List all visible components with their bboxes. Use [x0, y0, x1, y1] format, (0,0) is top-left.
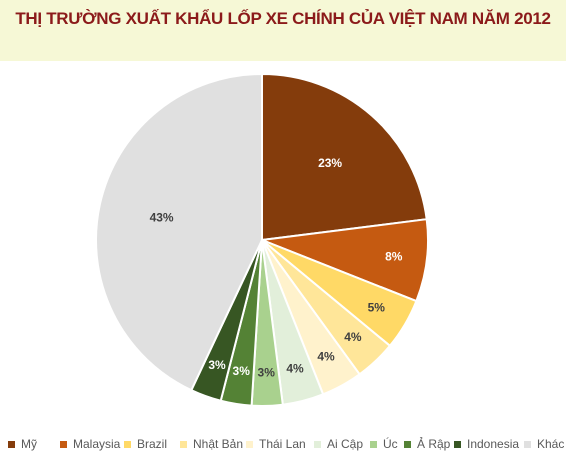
legend-swatch — [370, 440, 377, 448]
legend-item: Ả Rập — [404, 437, 450, 451]
legend-label: Nhật Bản — [193, 437, 244, 451]
legend-swatch — [8, 440, 15, 448]
legend-swatch — [454, 440, 461, 448]
pie-slice-10 — [95, 72, 263, 392]
data-label-5: 4% — [317, 349, 335, 363]
legend-label: Ai Cập — [327, 437, 364, 451]
data-label-1: 23% — [318, 156, 342, 170]
data-label-8: 3% — [233, 364, 251, 378]
legend-item: Khác — [524, 437, 564, 451]
data-label-6: 4% — [286, 362, 304, 376]
pie-slice-1 — [261, 72, 428, 242]
legend-swatch — [124, 440, 131, 448]
legend: Mỹ Malaysia Brazil Nhật Bản Thái Lan Ai Cập Úc… — [8, 437, 564, 459]
legend-label: Ả Rập — [417, 437, 451, 451]
legend-label: Úc — [383, 437, 398, 451]
legend-item: Ai Cập — [314, 437, 363, 451]
legend-item: Nhật Bản — [180, 437, 243, 451]
data-label-9: 3% — [208, 358, 226, 372]
legend-swatch — [314, 440, 321, 448]
legend-item: Úc — [370, 437, 398, 451]
title-bar — [0, 0, 566, 61]
legend-swatch — [60, 440, 67, 448]
legend-label: Khác — [537, 437, 565, 451]
legend-swatch — [524, 440, 531, 448]
data-label-3: 5% — [368, 301, 386, 315]
data-label-2: 8% — [385, 250, 403, 264]
data-label-10: 43% — [150, 211, 174, 225]
data-label-7: 3% — [258, 366, 276, 380]
legend-item: Thái Lan — [246, 437, 306, 451]
legend-item: Malaysia — [60, 437, 120, 451]
legend-item: Brazil — [124, 437, 167, 451]
legend-label: Indonesia — [467, 437, 520, 451]
legend-swatch — [404, 440, 411, 448]
legend-item: Mỹ — [8, 437, 37, 451]
legend-item: Indonesia — [454, 437, 519, 451]
legend-label: Thái Lan — [259, 437, 306, 451]
chart-title: THỊ TRƯỜNG XUẤT KHẨU LỐP XE CHÍNH CỦA VI… — [15, 9, 551, 28]
legend-swatch — [180, 440, 187, 448]
legend-label: Mỹ — [21, 437, 37, 451]
legend-label: Malaysia — [73, 437, 121, 451]
legend-label: Brazil — [137, 437, 168, 451]
legend-swatch — [246, 440, 253, 448]
data-label-4: 4% — [344, 330, 362, 344]
